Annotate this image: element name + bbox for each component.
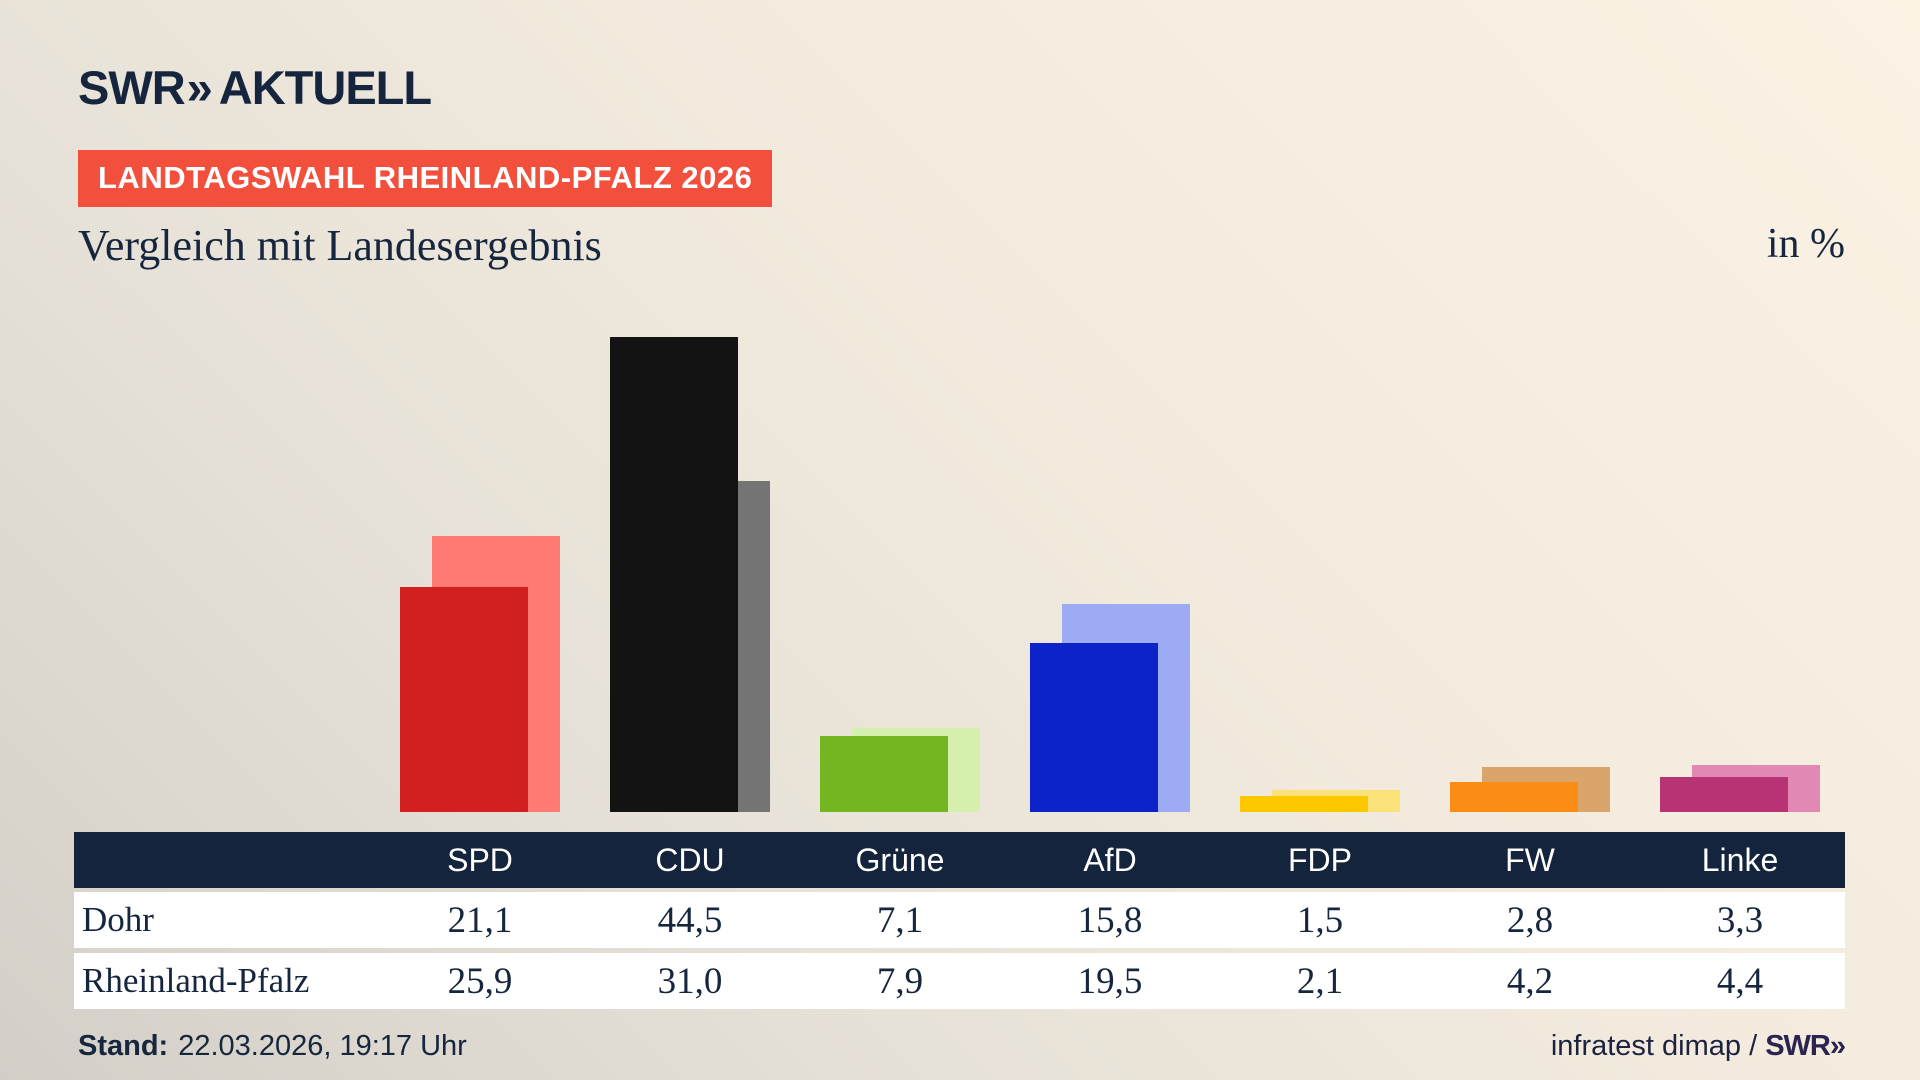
value-land-fdp: 2,1 — [1296, 960, 1344, 1002]
timestamp-label: Stand: — [78, 1030, 169, 1062]
column-header-cdu: CDU — [655, 841, 725, 878]
table-header-row: SPD CDU Grüne AfD FDP FW Linke — [74, 832, 1845, 888]
value-land-cdu: 31,0 — [657, 960, 723, 1002]
bar-dohr-linke — [1660, 776, 1788, 812]
election-badge: LANDTAGSWAHL RHEINLAND-PFALZ 2026 — [78, 150, 773, 207]
row-label-rheinland-pfalz: Rheinland-Pfalz — [82, 961, 310, 1000]
results-table: SPD CDU Grüne AfD FDP FW Linke Dohr 21,1… — [74, 832, 1845, 1009]
column-header-afd: AfD — [1083, 841, 1137, 878]
table-row-rheinland-pfalz: Rheinland-Pfalz 25,9 31,0 7,9 19,5 2,1 4… — [74, 953, 1845, 1009]
value-dohr-spd: 21,1 — [447, 899, 513, 941]
bar-dohr-fw — [1450, 782, 1578, 812]
row-label-dohr: Dohr — [82, 900, 154, 939]
source-text: infratest dimap / — [1550, 1030, 1766, 1062]
unit-label: in % — [1766, 221, 1845, 267]
bar-dohr-spd — [400, 586, 528, 812]
column-header-fw: FW — [1505, 841, 1555, 878]
value-dohr-cdu: 44,5 — [657, 899, 723, 941]
column-header-fdp: FDP — [1288, 841, 1352, 878]
chart-title: Vergleich mit Landesergebnis — [78, 221, 602, 270]
value-land-gruene: 7,9 — [876, 960, 924, 1002]
value-land-spd: 25,9 — [447, 960, 513, 1002]
bar-dohr-cdu — [610, 337, 738, 812]
value-land-linke: 4,4 — [1716, 960, 1764, 1002]
swr-aktuell-logo: SWR» AKTUELL — [78, 60, 432, 115]
logo-swr-text: SWR — [78, 61, 186, 114]
value-dohr-fw: 2,8 — [1506, 899, 1554, 941]
value-dohr-gruene: 7,1 — [876, 899, 924, 941]
bar-chart — [400, 337, 1820, 812]
bar-dohr-afd — [1030, 643, 1158, 812]
value-dohr-fdp: 1,5 — [1296, 899, 1344, 941]
value-dohr-afd: 15,8 — [1077, 899, 1143, 941]
bar-dohr-gruene — [820, 736, 948, 812]
double-chevron-icon: » — [186, 61, 213, 114]
value-land-fw: 4,2 — [1506, 960, 1554, 1002]
swr-mini-logo: SWR» — [1765, 1030, 1846, 1062]
table-row-dohr: Dohr 21,1 44,5 7,1 15,8 1,5 2,8 3,3 — [74, 892, 1845, 948]
timestamp-value: 22.03.2026, 19:17 Uhr — [178, 1030, 467, 1062]
timestamp: Stand: 22.03.2026, 19:17 Uhr — [78, 1030, 467, 1063]
bar-dohr-fdp — [1240, 796, 1368, 812]
column-header-gruene: Grüne — [855, 841, 945, 878]
column-header-linke: Linke — [1701, 841, 1779, 878]
value-dohr-linke: 3,3 — [1716, 899, 1764, 941]
logo-aktuell-text: AKTUELL — [218, 61, 432, 114]
column-header-spd: SPD — [447, 841, 513, 878]
value-land-afd: 19,5 — [1077, 960, 1143, 1002]
source-credit: infratest dimap / SWR» — [1550, 1030, 1846, 1063]
